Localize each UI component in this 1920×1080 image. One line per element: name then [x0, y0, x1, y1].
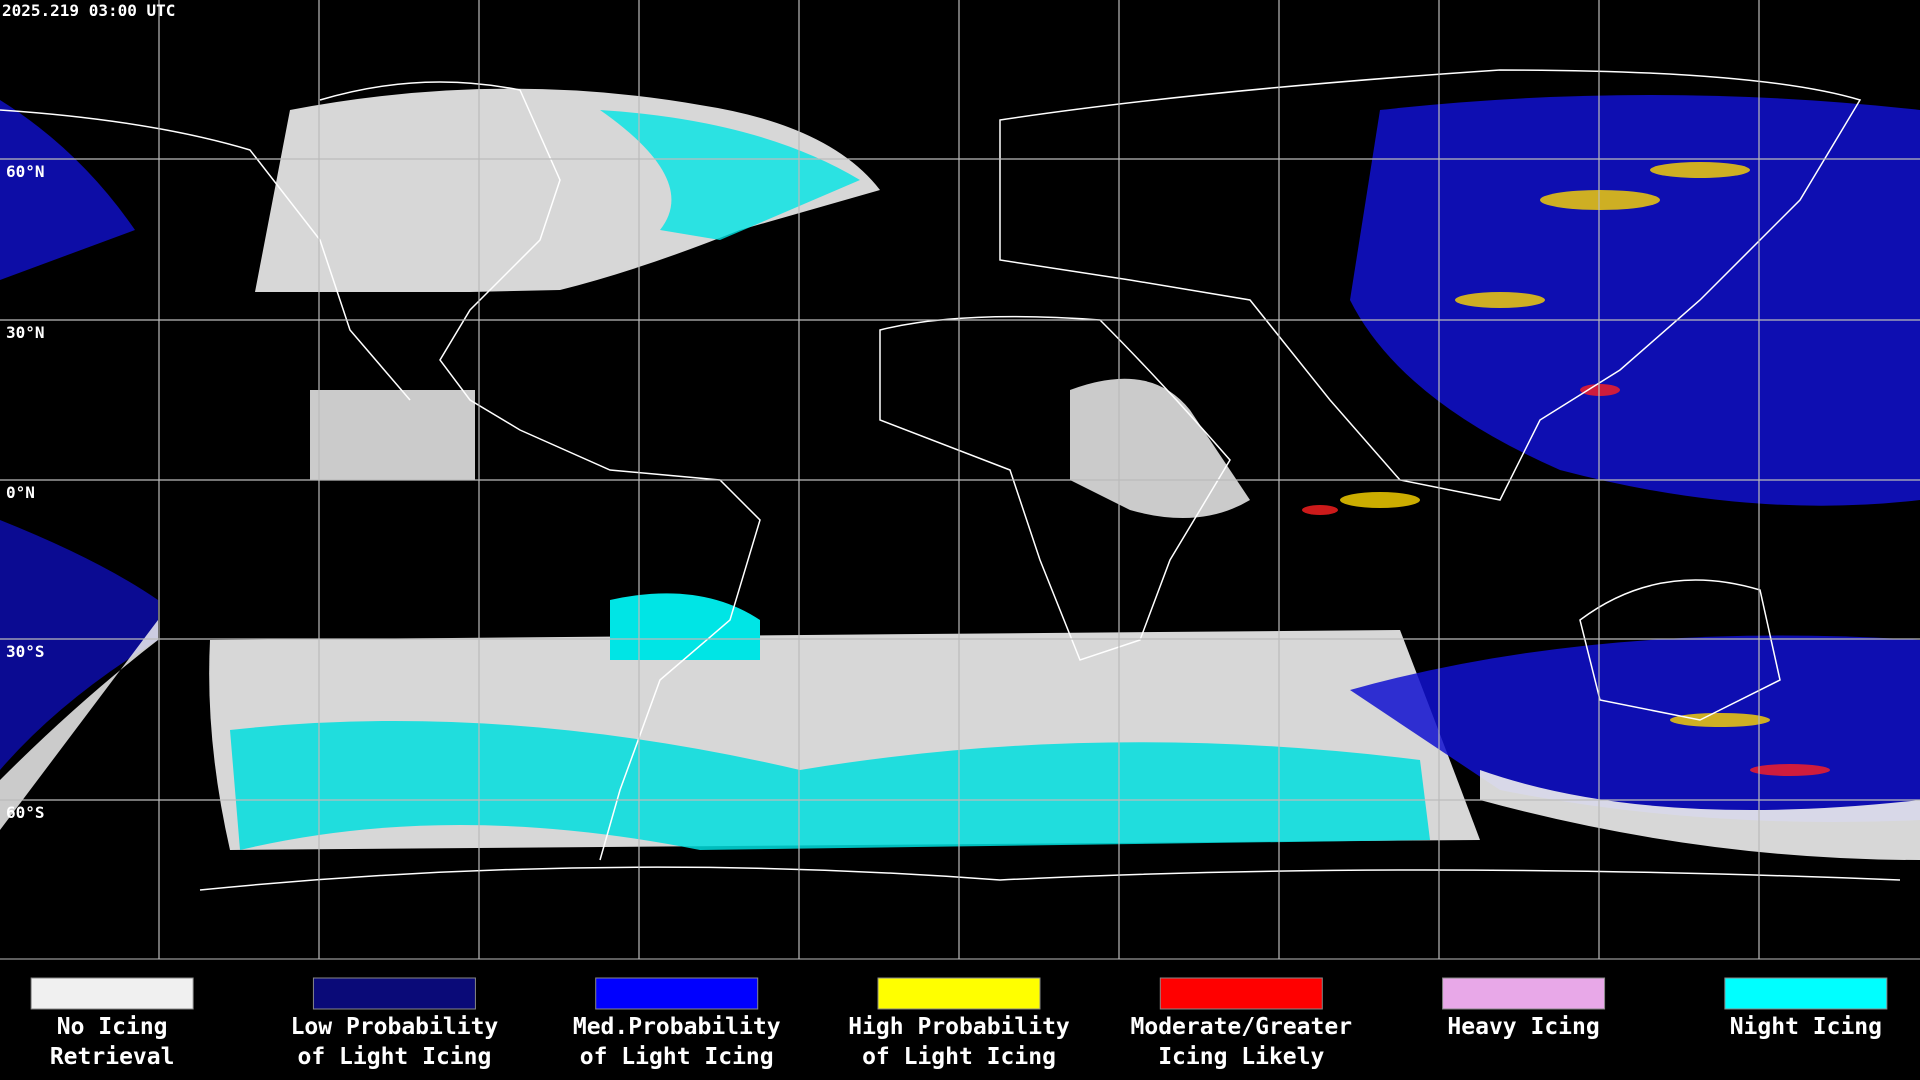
timestamp: 2025.219 03:00 UTC: [2, 1, 175, 20]
legend-label: Heavy Icing: [1447, 1014, 1599, 1040]
legend-label: Moderate/Greater: [1131, 1014, 1353, 1040]
graticule: [0, 0, 1920, 959]
latitude-label: 60°N: [6, 162, 45, 181]
cloud-field: [0, 88, 1920, 860]
legend-label: Icing Likely: [1158, 1044, 1324, 1070]
legend-label: of Light Icing: [297, 1044, 491, 1070]
legend-label: of Light Icing: [862, 1044, 1056, 1070]
latitude-label: 30°S: [6, 642, 45, 661]
legend-label: No Icing: [57, 1014, 168, 1040]
legend-swatch: [1159, 977, 1323, 1010]
latitude-label: 30°N: [6, 323, 45, 342]
legend-label: of Light Icing: [580, 1044, 774, 1070]
legend-label: Retrieval: [50, 1044, 175, 1070]
legend-label: High Probability: [848, 1014, 1070, 1040]
legend-swatch: [595, 977, 759, 1010]
legend-label: Low Probability: [291, 1014, 499, 1040]
legend-swatch: [1724, 977, 1888, 1010]
legend-label: Med.Probability: [573, 1014, 781, 1040]
legend-swatch: [1442, 977, 1606, 1010]
legend-swatch: [312, 977, 476, 1010]
legend-swatch: [30, 977, 194, 1010]
latitude-label: 0°N: [6, 483, 35, 502]
latitude-label: 60°S: [6, 803, 45, 822]
coastlines: [0, 69, 1901, 891]
legend-swatch: [877, 977, 1041, 1010]
legend-label: Night Icing: [1730, 1014, 1882, 1040]
